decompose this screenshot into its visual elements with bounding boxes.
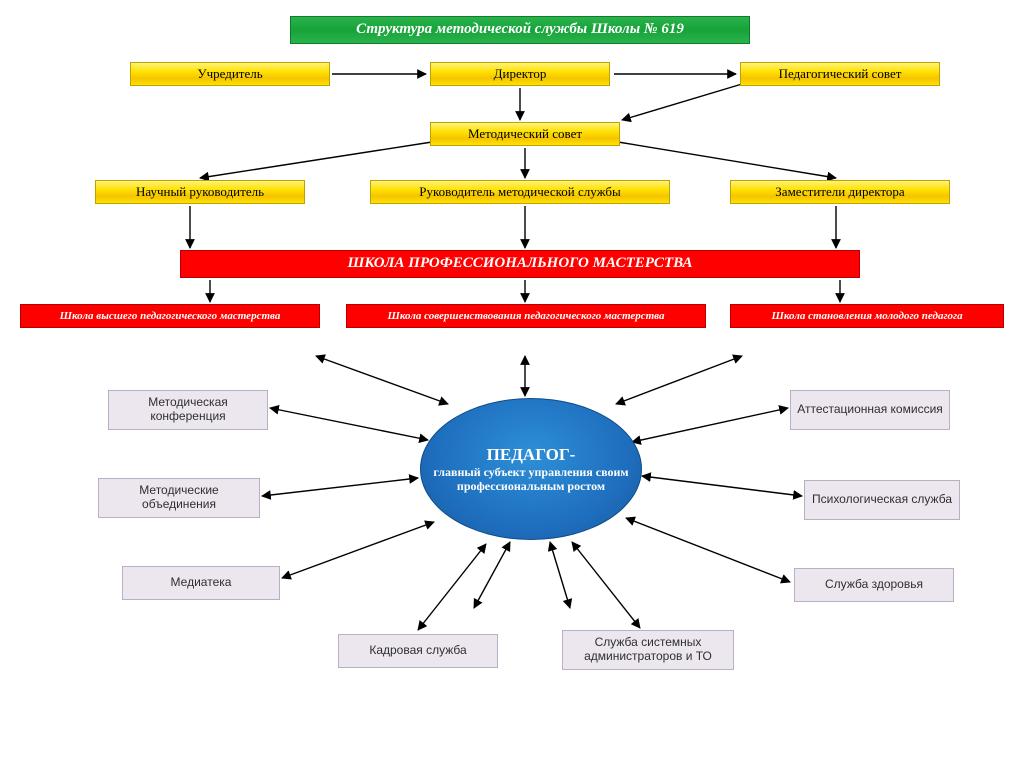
node-health-label: Служба здоровья	[825, 578, 923, 592]
node-method-sovet-label: Методический совет	[468, 127, 582, 142]
node-zam-label: Заместители директора	[775, 185, 904, 200]
node-sysadm: Служба системных администраторов и ТО	[562, 630, 734, 670]
node-health: Служба здоровья	[794, 568, 954, 602]
node-conf: Методическая конференция	[108, 390, 268, 430]
node-obed: Методические объединения	[98, 478, 260, 518]
node-director: Директор	[430, 62, 610, 86]
node-kadry: Кадровая служба	[338, 634, 498, 668]
node-red-c: Школа становления молодого педагога	[730, 304, 1004, 328]
node-obed-label: Методические объединения	[105, 484, 253, 512]
node-method-sovet: Методический совет	[430, 122, 620, 146]
center-subtitle: главный субъект управления своим професс…	[421, 465, 641, 494]
node-ruk-label: Руководитель методической службы	[419, 185, 620, 200]
node-red-a: Школа высшего педагогического мастерства	[20, 304, 320, 328]
node-school-master: ШКОЛА ПРОФЕССИОНАЛЬНОГО МАСТЕРСТВА	[180, 250, 860, 278]
node-attest: Аттестационная комиссия	[790, 390, 950, 430]
node-zam: Заместители директора	[730, 180, 950, 204]
node-ruk: Руководитель методической службы	[370, 180, 670, 204]
node-director-label: Директор	[494, 67, 547, 82]
node-nauch-label: Научный руководитель	[136, 185, 264, 200]
node-school-master-label: ШКОЛА ПРОФЕССИОНАЛЬНОГО МАСТЕРСТВА	[347, 255, 692, 272]
node-sysadm-label: Служба системных администраторов и ТО	[569, 636, 727, 664]
node-media-label: Медиатека	[171, 576, 232, 590]
node-founder: Учредитель	[130, 62, 330, 86]
node-attest-label: Аттестационная комиссия	[797, 403, 943, 417]
node-psych: Психологическая служба	[804, 480, 960, 520]
node-kadry-label: Кадровая служба	[369, 644, 466, 658]
arrows-layer	[0, 0, 1024, 768]
title-text: Структура методической службы Школы № 61…	[356, 21, 684, 38]
title-box: Структура методической службы Школы № 61…	[290, 16, 750, 44]
node-red-b-label: Школа совершенствования педагогического …	[387, 310, 664, 323]
node-media: Медиатека	[122, 566, 280, 600]
node-ped-sovet: Педагогический совет	[740, 62, 940, 86]
node-psych-label: Психологическая служба	[812, 493, 952, 507]
node-nauch: Научный руководитель	[95, 180, 305, 204]
diagram-stage: Структура методической службы Школы № 61…	[0, 0, 1024, 768]
center-ellipse: ПЕДАГОГ- главный субъект управления свои…	[420, 398, 642, 540]
node-conf-label: Методическая конференция	[115, 396, 261, 424]
node-founder-label: Учредитель	[197, 67, 262, 82]
node-ped-sovet-label: Педагогический совет	[779, 67, 902, 82]
node-red-b: Школа совершенствования педагогического …	[346, 304, 706, 328]
node-red-c-label: Школа становления молодого педагога	[771, 310, 962, 323]
center-title: ПЕДАГОГ-	[487, 445, 576, 465]
node-red-a-label: Школа высшего педагогического мастерства	[60, 310, 281, 323]
